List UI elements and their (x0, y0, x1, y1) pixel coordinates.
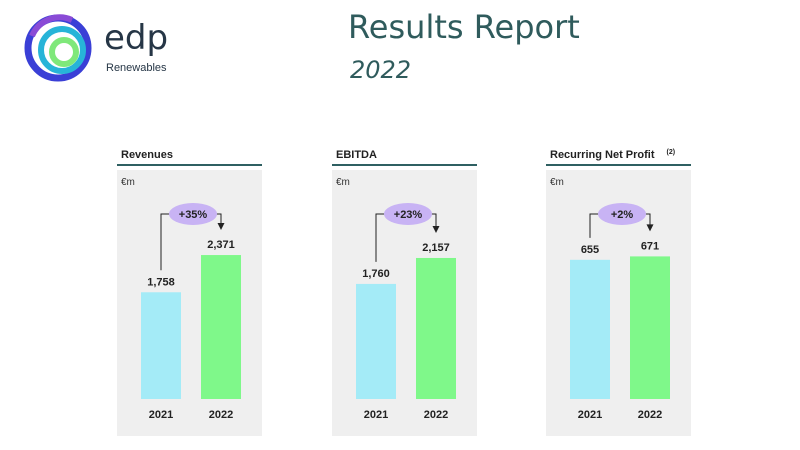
change-label: +35% (179, 209, 208, 221)
report-year: 2022 (350, 56, 412, 84)
change-arrowhead (646, 224, 654, 232)
change-bubble (598, 203, 646, 225)
brand-name: edp (104, 18, 169, 58)
edp-logo: edp Renewables (22, 12, 182, 82)
value-label-2022: 2,371 (207, 239, 235, 251)
unit-label: €m (550, 177, 564, 188)
change-bubble (169, 203, 217, 225)
x-tick-label-2021: 2021 (364, 409, 388, 421)
bar-2022 (630, 256, 670, 399)
value-label-2021: 1,758 (147, 276, 175, 288)
value-label-2021: 1,760 (362, 268, 390, 280)
change-label: +2% (611, 209, 634, 221)
panel-footnote: (2) (666, 149, 676, 156)
change-arrowhead (432, 225, 440, 233)
brand-subtitle: Renewables (106, 62, 167, 74)
ebitda-chart: 1,760 2021 2,157 2022 +23% (356, 203, 456, 421)
edp-ring-icon (24, 14, 92, 82)
page-title: Results Report (348, 8, 580, 46)
net-profit-panel: Recurring Net Profit (2) €m 655 2021 671 202… (546, 146, 691, 436)
panel-header: Revenues (117, 146, 262, 166)
bar-2022 (201, 255, 241, 399)
unit-label: €m (121, 177, 135, 188)
x-tick-label-2021: 2021 (149, 409, 173, 421)
x-tick-label-2021: 2021 (578, 409, 602, 421)
value-label-2021: 655 (581, 244, 599, 256)
revenues-chart: 1,758 2021 2,371 2022 +35% (141, 203, 241, 421)
ebitda-panel: EBITDA €m 1,760 2021 2,157 2022 +23% (332, 146, 477, 436)
panel-title: EBITDA (336, 149, 377, 161)
bar-2021 (356, 283, 396, 399)
net-profit-chart: 655 2021 671 2022 +2% (570, 203, 670, 421)
x-tick-label-2022: 2022 (209, 409, 233, 421)
value-label-2022: 2,157 (422, 242, 450, 254)
bar-2021 (141, 292, 181, 399)
panel-title: Revenues (121, 149, 173, 161)
panel-header: Recurring Net Profit (2) (546, 146, 691, 166)
change-bubble (384, 203, 432, 225)
panel-title: Recurring Net Profit (2) (550, 149, 676, 161)
x-tick-label-2022: 2022 (638, 409, 662, 421)
change-arrowhead (217, 223, 225, 231)
bar-2021 (570, 259, 610, 399)
x-tick-label-2022: 2022 (424, 409, 448, 421)
panel-header: EBITDA (332, 146, 477, 166)
unit-label: €m (336, 177, 350, 188)
revenues-panel: Revenues €m 1,758 2021 2,371 2022 +35% (117, 146, 262, 436)
change-label: +23% (394, 209, 423, 221)
bar-2022 (416, 257, 456, 399)
value-label-2022: 671 (641, 240, 659, 252)
